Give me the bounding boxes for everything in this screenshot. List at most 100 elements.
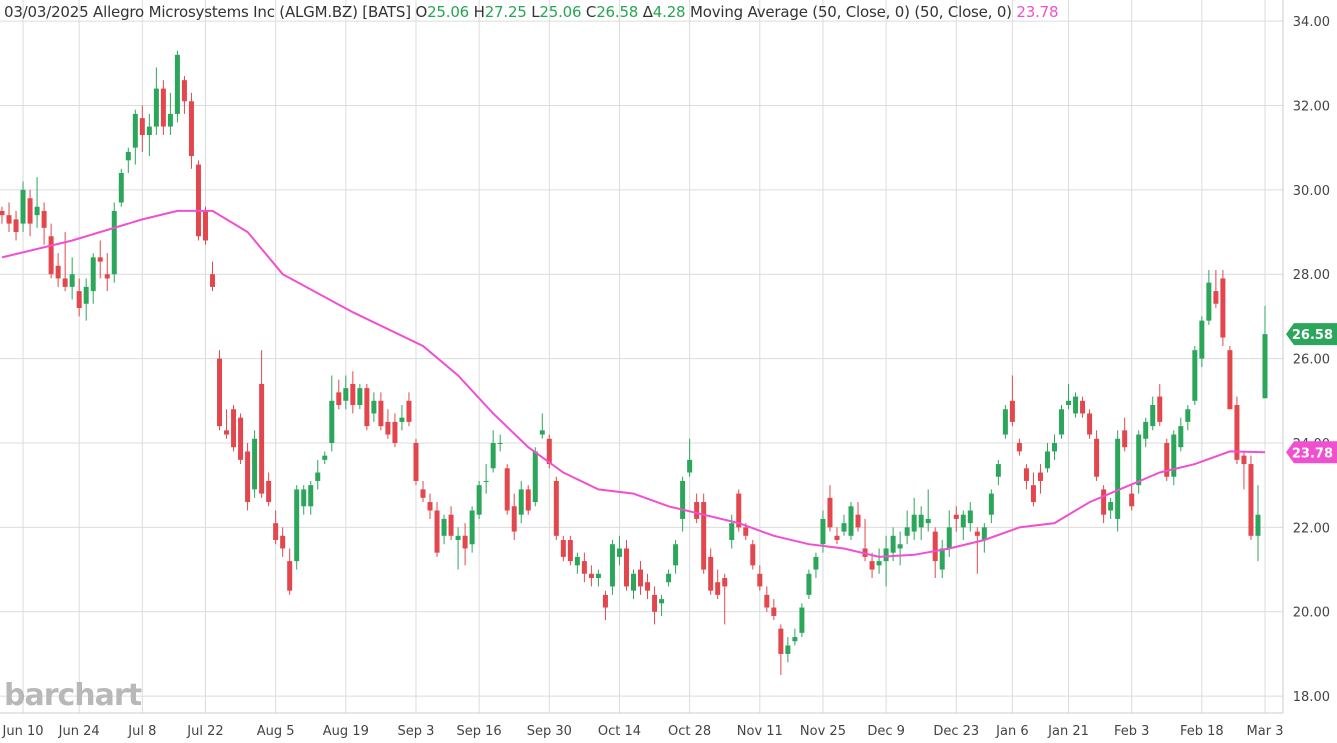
candle-body bbox=[97, 257, 103, 262]
y-tick-label: 22.00 bbox=[1293, 521, 1330, 536]
candle-body bbox=[1164, 442, 1170, 477]
candle-body bbox=[20, 189, 26, 224]
candle-body bbox=[652, 594, 658, 612]
candle-body bbox=[1220, 278, 1226, 338]
x-tick-label: Oct 14 bbox=[598, 724, 641, 739]
header-name: Allegro Microsystems Inc (ALGM.BZ) [BATS… bbox=[93, 3, 411, 21]
candle-body bbox=[245, 451, 251, 503]
candle-body bbox=[680, 480, 686, 519]
candle-body bbox=[336, 392, 342, 406]
candle-body bbox=[946, 527, 952, 549]
candle-body bbox=[511, 506, 517, 532]
candle-body bbox=[13, 219, 19, 233]
candle-body bbox=[904, 527, 910, 536]
candle-body bbox=[981, 527, 987, 541]
candle-body bbox=[413, 442, 419, 481]
candle-body bbox=[146, 126, 152, 136]
candle-body bbox=[848, 506, 854, 536]
candle-body bbox=[434, 510, 440, 553]
candle-body bbox=[111, 210, 117, 275]
candle-body bbox=[1129, 493, 1135, 507]
candle-body bbox=[834, 535, 840, 541]
candle-body bbox=[1213, 291, 1219, 304]
y-tick-label: 20.00 bbox=[1293, 606, 1330, 621]
field-value: 25.06 bbox=[539, 3, 582, 21]
x-tick-label: Aug 5 bbox=[257, 724, 295, 739]
x-tick-label: Oct 28 bbox=[668, 724, 711, 739]
candle-body bbox=[588, 573, 594, 578]
candle-body bbox=[104, 274, 110, 279]
candle-body bbox=[743, 527, 749, 536]
candle-body bbox=[48, 236, 54, 275]
candle-body bbox=[1157, 396, 1163, 422]
y-tick-label: 32.00 bbox=[1293, 99, 1330, 114]
candle-body bbox=[609, 544, 615, 587]
candle-body bbox=[1009, 400, 1015, 422]
candle-body bbox=[925, 518, 931, 524]
candle-body bbox=[939, 548, 945, 570]
candle-body bbox=[771, 607, 777, 616]
candle-body bbox=[988, 493, 994, 515]
candle-body bbox=[750, 544, 756, 566]
candle-body bbox=[616, 548, 622, 557]
header-fields: O25.06 H27.25 L25.06 C26.58 Δ4.28 bbox=[415, 3, 690, 21]
field-value: 25.06 bbox=[427, 3, 470, 21]
x-tick-label: Dec 9 bbox=[867, 724, 905, 739]
candle-body bbox=[560, 540, 566, 557]
candle-body bbox=[687, 459, 693, 473]
header-date: 03/03/2025 bbox=[4, 3, 89, 21]
candle-body bbox=[638, 569, 644, 587]
candle-body bbox=[195, 164, 201, 237]
candle-body bbox=[329, 400, 335, 443]
candle-body bbox=[322, 455, 328, 460]
candle-body bbox=[1171, 434, 1177, 477]
x-tick-label: Nov 25 bbox=[800, 724, 846, 739]
candle-body bbox=[364, 388, 370, 427]
candle-body bbox=[708, 556, 714, 591]
x-tick-label: Aug 19 bbox=[323, 724, 369, 739]
candle-body bbox=[399, 417, 405, 422]
candle-body bbox=[645, 582, 651, 591]
y-tick-label: 34.00 bbox=[1293, 15, 1330, 30]
field-value: 26.58 bbox=[596, 3, 639, 21]
candle-body bbox=[1178, 426, 1184, 448]
candle-body bbox=[125, 151, 131, 161]
x-tick-label: Jan 21 bbox=[1047, 724, 1089, 739]
y-tick-label: 30.00 bbox=[1293, 184, 1330, 199]
candle-body bbox=[357, 388, 363, 406]
x-tick-label: Jun 24 bbox=[58, 724, 100, 739]
last-price-tag: 26.58 bbox=[1292, 328, 1333, 343]
candle-body bbox=[167, 113, 173, 127]
candle-body bbox=[855, 514, 861, 528]
header-study-value: 23.78 bbox=[1016, 3, 1059, 21]
candle-body bbox=[883, 548, 889, 562]
candle-body bbox=[1255, 514, 1261, 536]
candle-body bbox=[553, 480, 559, 536]
candle-body bbox=[911, 514, 917, 532]
candle-body bbox=[378, 400, 384, 427]
candle-body bbox=[69, 274, 75, 287]
candle-body bbox=[90, 257, 96, 292]
candle-body bbox=[1101, 489, 1107, 515]
candle-body bbox=[546, 438, 552, 465]
candle-body bbox=[897, 544, 903, 549]
candle-body bbox=[1227, 350, 1233, 410]
x-tick-label: Jan 6 bbox=[995, 724, 1028, 739]
header-study-params: (50, Close, 0) bbox=[914, 3, 1012, 21]
candle-body bbox=[259, 383, 265, 494]
x-tick-label: Mar 3 bbox=[1247, 724, 1284, 739]
candle-body bbox=[448, 514, 454, 536]
candle-body bbox=[420, 489, 426, 498]
candle-body bbox=[574, 556, 580, 566]
x-tick-label: Sep 30 bbox=[527, 724, 572, 739]
candle-body bbox=[343, 388, 349, 401]
candle-body bbox=[869, 561, 875, 570]
candle-body bbox=[890, 535, 896, 553]
candle-body bbox=[974, 531, 980, 536]
candle-body bbox=[217, 358, 223, 427]
candle-body bbox=[188, 101, 194, 157]
candle-body bbox=[602, 594, 608, 608]
candle-body bbox=[55, 265, 61, 279]
